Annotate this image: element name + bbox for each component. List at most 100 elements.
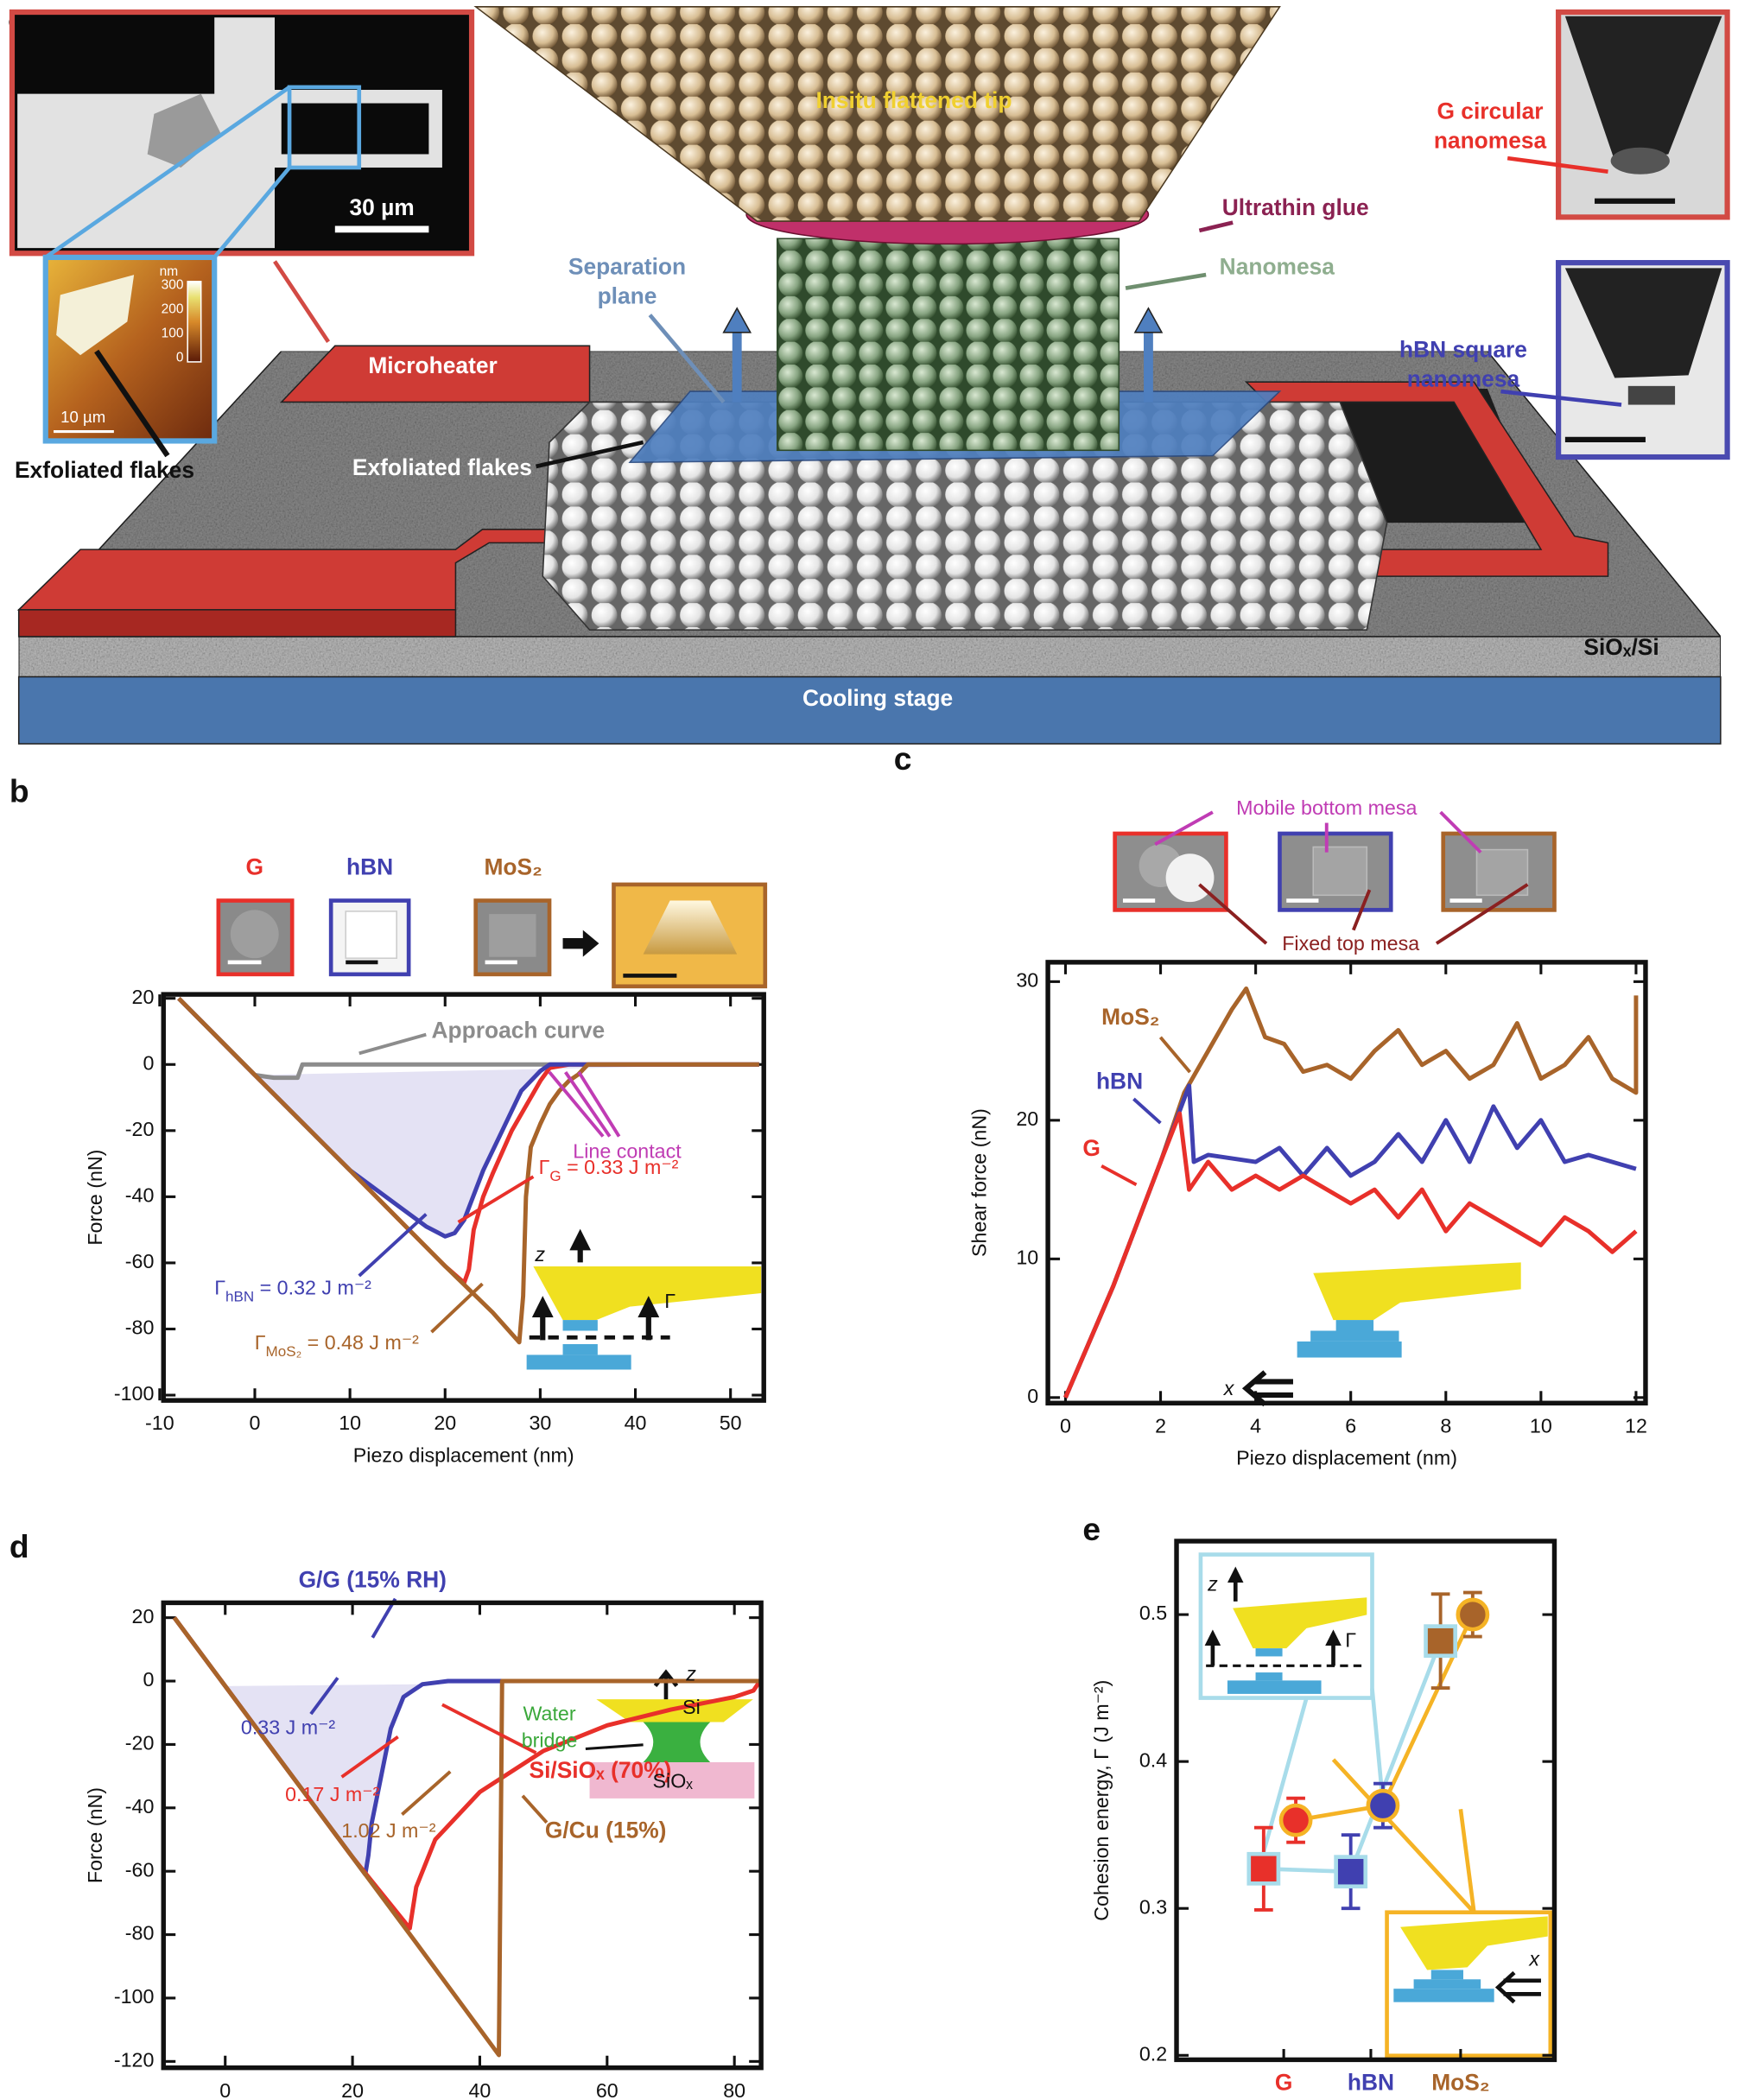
series-line	[172, 1616, 760, 2058]
substrate-schematic	[526, 1355, 631, 1370]
x-tick-label: 40	[469, 2079, 492, 2100]
charts: b-10 0 10 20 30 40 50-100-80-60-40-20020Piezo …	[10, 740, 1648, 2100]
leader-line	[1101, 1164, 1138, 1187]
sem-electrode	[17, 17, 276, 249]
text: = 0.32 J m⁻²	[254, 1277, 371, 1299]
subscript: hBN	[225, 1288, 254, 1304]
x-tick-label: 0	[1060, 1414, 1071, 1437]
leader	[94, 349, 170, 458]
mesa-schematic	[1335, 1320, 1374, 1331]
series-label: hBN	[346, 853, 393, 879]
y-axis-label: Cohesion energy, Γ (J m⁻²)	[1090, 1680, 1113, 1921]
annotation: z	[1207, 1572, 1218, 1595]
zoom-line	[212, 166, 291, 259]
marker	[1278, 1803, 1313, 1837]
x-tick-label: 80	[723, 2079, 745, 2100]
annotation: Fixed top mesa	[1282, 932, 1419, 955]
x-tick-label: 30	[529, 1412, 551, 1434]
annotation: SiOₓ	[653, 1769, 694, 1792]
x-tick-label: 50	[720, 1412, 742, 1434]
x-tick-label: 0	[250, 1412, 261, 1434]
arrow	[562, 929, 599, 957]
mesa-schematic	[1310, 1330, 1399, 1342]
text: = 0.33 J m⁻²	[561, 1156, 679, 1178]
x-tick-label: -10	[145, 1412, 174, 1434]
text-line: bridge	[522, 1729, 578, 1752]
leader-line	[371, 1597, 397, 1639]
annotation: Line contact	[573, 1139, 682, 1162]
leader-line	[1439, 810, 1482, 854]
panel-a: a Insitu flattened tip Ultrathin glue Na…	[8, 0, 1730, 745]
series-label: MoS₂	[1101, 1004, 1159, 1030]
oxide-layer	[17, 636, 1722, 678]
y-tick-label: 0.5	[1139, 1602, 1167, 1624]
x-tick-label: 4	[1250, 1414, 1261, 1437]
x-tick-label: 0	[219, 2079, 231, 2100]
water-bridge	[643, 1722, 711, 1763]
chart-e: e 0.2 0.3 0.4 0.5 Cohesion energy, Γ (J m⁻²) G…	[1082, 1511, 1557, 2095]
y-tick-label: 20	[132, 986, 155, 1008]
label: Exfoliated flakes	[15, 457, 194, 483]
annotation: 0.17 J m⁻²	[285, 1783, 379, 1805]
annotation: ΓhBN = 0.32 J m⁻²	[214, 1277, 371, 1305]
colorbar-tick: 300	[162, 278, 184, 293]
leader	[1125, 272, 1207, 290]
mesa-3d	[643, 900, 738, 955]
x-axis-label: Piezo displacement (nm)	[1236, 1447, 1457, 1469]
label: hBN square nanomesa	[1399, 336, 1527, 391]
leader	[1506, 155, 1608, 174]
x-tick-label: 60	[596, 2079, 618, 2100]
leader	[535, 440, 644, 469]
y-tick-label: -20	[125, 1732, 155, 1754]
label: SiOₓ/Si	[1583, 634, 1659, 660]
label: Microheater	[368, 352, 497, 378]
label: G circular nanomesa	[1434, 98, 1547, 153]
annotation: ΓMoS₂ = 0.48 J m⁻²	[255, 1331, 419, 1360]
text: = 0.48 J m⁻²	[301, 1331, 419, 1354]
leader	[1500, 389, 1622, 407]
marker	[1424, 1624, 1458, 1659]
marker	[1456, 1597, 1490, 1632]
y-tick-label: -40	[125, 1184, 155, 1207]
tip-pyramid	[473, 6, 1281, 222]
x-tick-label: 10	[339, 1412, 361, 1434]
y-tick-label: -80	[125, 1922, 155, 1945]
mesa-image	[230, 910, 279, 959]
leader-line	[1435, 883, 1529, 945]
label: Separation plane	[568, 253, 686, 308]
panel-b-insets	[216, 882, 768, 1370]
substrate-schematic	[1297, 1341, 1402, 1358]
y-tick-label: 0	[143, 1668, 154, 1691]
mesa-image	[489, 914, 536, 957]
x-tick-label: G	[1275, 2069, 1293, 2095]
x-tick-label: 2	[1155, 1414, 1166, 1437]
annotation: Mobile bottom mesa	[1236, 796, 1417, 819]
y-tick-label: -60	[125, 1250, 155, 1272]
x-axis-label: Piezo displacement (nm)	[353, 1443, 574, 1466]
y-tick-label: -100	[114, 1382, 155, 1405]
mesa-image	[1165, 853, 1215, 903]
colorbar	[187, 281, 202, 363]
leader-line	[309, 1677, 339, 1716]
panel-label: e	[1082, 1511, 1101, 1547]
x-tick-label: 20	[434, 1412, 456, 1434]
chart-c: c 0 2 4 6 8 10 12 0 10 20 30 Piezo displacement (nm)…	[894, 740, 1648, 1469]
cantilever	[533, 1266, 762, 1321]
label: Insitu flattened tip	[815, 87, 1012, 113]
substrate-schematic	[1393, 1989, 1494, 2002]
text-line: Water	[523, 1703, 575, 1725]
mesa-schematic	[1255, 1672, 1283, 1681]
plot-frame	[1045, 960, 1648, 1405]
label: Ultrathin glue	[1222, 194, 1369, 220]
y-tick-label: -80	[125, 1316, 155, 1339]
zoom-line	[44, 86, 291, 259]
annotation: 1.02 J m⁻²	[341, 1819, 435, 1842]
leader	[1198, 220, 1234, 233]
x-tick-label: 12	[1625, 1414, 1647, 1437]
cantilever	[1313, 1262, 1521, 1321]
tip-image	[1564, 268, 1722, 378]
mesa-schematic	[1413, 1979, 1481, 1989]
leader-line	[401, 1770, 452, 1816]
x-tick-label: 40	[625, 1412, 647, 1434]
